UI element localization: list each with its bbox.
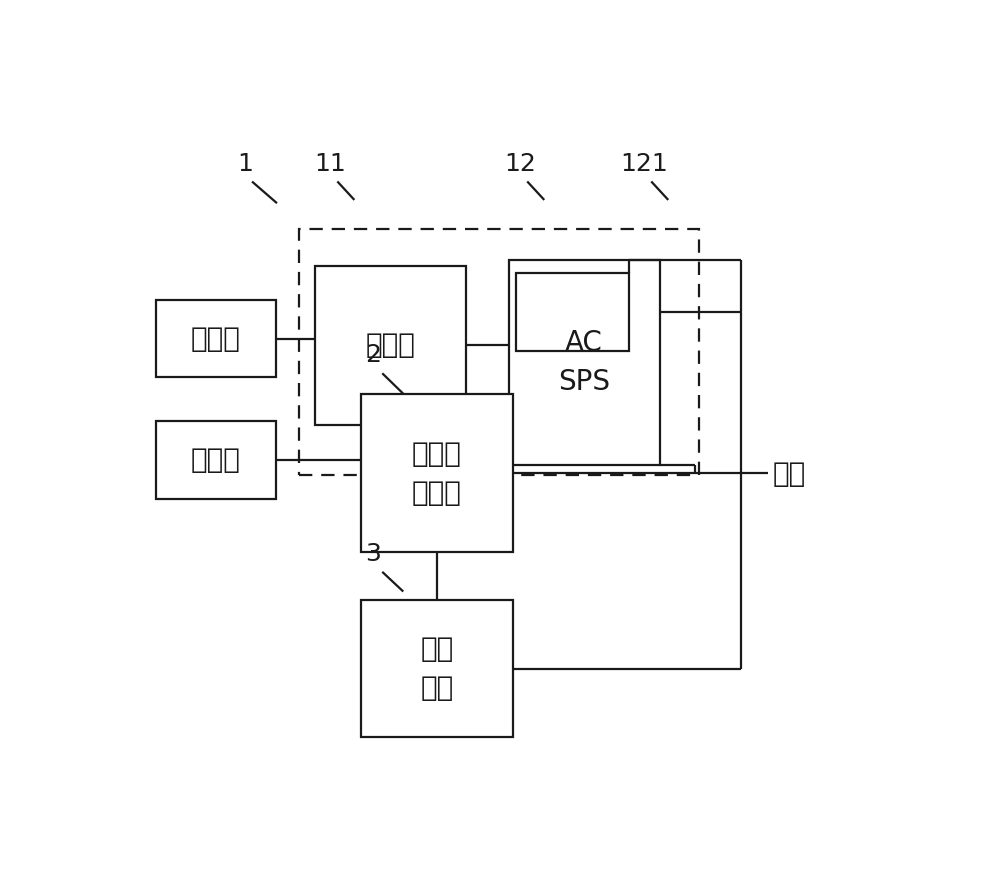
Bar	[299, 229, 698, 475]
Bar	[156, 421, 276, 498]
Text: 3: 3	[365, 542, 381, 565]
Text: 控制
模块: 控制 模块	[420, 635, 454, 702]
Bar	[509, 260, 660, 465]
Bar	[516, 273, 629, 350]
Bar	[315, 267, 466, 425]
Text: 整流器: 整流器	[366, 331, 415, 359]
Text: 交流电: 交流电	[191, 325, 241, 353]
Text: 2: 2	[365, 343, 381, 367]
Text: 121: 121	[620, 151, 668, 176]
Text: AC
SPS: AC SPS	[558, 329, 610, 396]
Text: 直流电: 直流电	[191, 446, 241, 474]
Bar	[361, 600, 512, 738]
Text: 负载: 负载	[772, 460, 805, 488]
Text: 1: 1	[237, 151, 253, 176]
Text: 直流供
电电路: 直流供 电电路	[412, 440, 462, 507]
Bar	[156, 300, 276, 378]
Bar	[361, 394, 512, 552]
Text: 12: 12	[504, 151, 536, 176]
Text: 11: 11	[314, 151, 346, 176]
